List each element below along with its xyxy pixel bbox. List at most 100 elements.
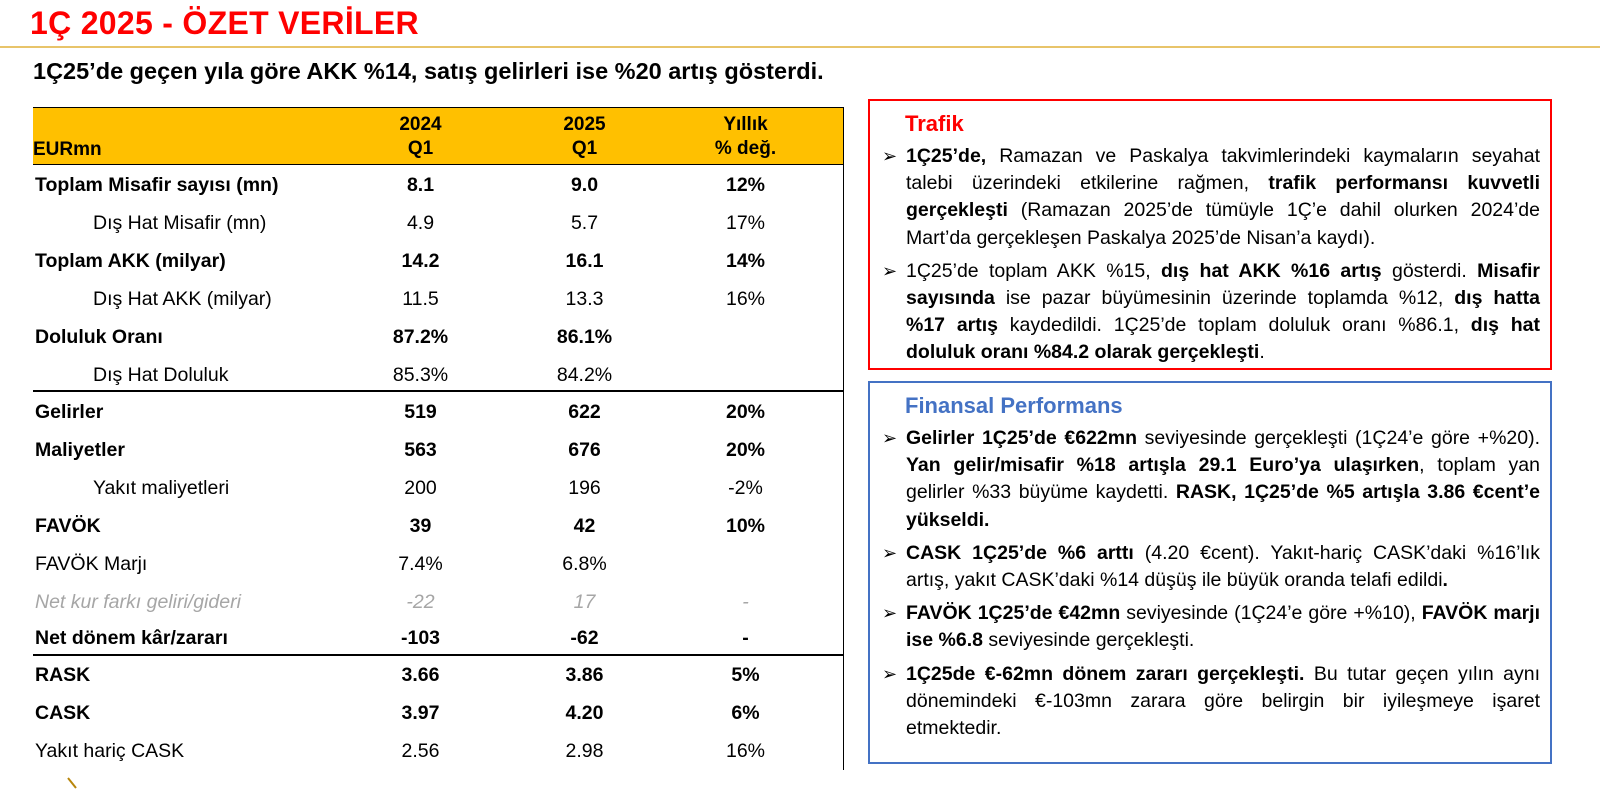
value-change: 20%	[725, 439, 766, 461]
row-label: FAVÖK Marjı	[35, 553, 148, 575]
bullet-text: .	[1259, 341, 1265, 364]
value-2025: 13.3	[565, 288, 604, 310]
summary-table: EURmn 2024 Q1 2025 Q1 Yıllık % değ. Topl…	[33, 107, 844, 770]
bullet-item: ➢ Gelirler 1Ç25’de €622mn seviyesinde ger…	[882, 425, 1540, 534]
value-change	[688, 318, 803, 356]
value-2024: -103	[400, 627, 441, 649]
section-divider	[33, 654, 843, 656]
bullet-text-bold: CASK 1Ç25’de %6 arttı	[906, 541, 1134, 564]
value-change	[688, 356, 803, 394]
bullet-text: , toplam yan gelirler %33 büyüme kaydett…	[906, 454, 1540, 504]
bullet-text-bold: FAVÖK marjı ise %6.8	[906, 602, 1540, 652]
bullet-text-bold: .	[1442, 569, 1448, 592]
value-2024: 7.4%	[398, 553, 443, 575]
traffic-title: Trafik	[905, 111, 964, 136]
value-2024: 2.56	[401, 740, 440, 762]
col-2024-year: 2024	[399, 114, 442, 135]
bullet-text: kaydedildi. 1Ç25’de toplam doluluk oranı…	[998, 314, 1471, 337]
bullet-text-bold: 1Ç25’de,	[906, 145, 987, 167]
value-change: -	[742, 591, 749, 613]
value-2025: 4.20	[565, 702, 604, 724]
row-label: Doluluk Oranı	[35, 326, 163, 348]
col-2024-header: 2024 Q1	[363, 113, 478, 161]
value-2025: 84.2%	[556, 364, 613, 386]
bullet-text: Ramazan ve Paskalya takvimlerindeki kaym…	[906, 145, 1540, 195]
bullet-text: (Ramazan 2025’de tümüyle 1Ç’e dahil olur…	[906, 199, 1540, 249]
value-2024: 4.9	[406, 212, 435, 234]
value-2024: -22	[406, 591, 435, 613]
value-2025: -62	[570, 627, 599, 649]
decorative-arrow-icon	[67, 777, 77, 789]
traffic-box: Trafik ➢ 1Ç25’de, Ramazan ve Paskalya tak…	[868, 99, 1552, 370]
value-change: 5%	[731, 664, 760, 686]
value-change: -2%	[728, 477, 763, 499]
section-divider	[33, 390, 843, 392]
col-change-line1: Yıllık	[723, 114, 768, 135]
table-row: Gelirler 519 622 20%	[33, 393, 843, 431]
value-2025: 676	[568, 439, 601, 461]
arrow-bullet-icon: ➢	[882, 146, 898, 166]
bullet-text: Bu tutar geçen yılın aynı dönemindeki €-…	[906, 662, 1541, 740]
bullet-item: ➢ CASK 1Ç25’de %6 arttı (4.20 €cent). Yak…	[882, 540, 1540, 594]
col-2025-quarter: Q1	[571, 138, 598, 159]
table-row: Toplam AKK (milyar) 14.2 16.1 14%	[33, 242, 843, 280]
bullet-text: seviyesinde (1Ç24’e göre +%10),	[1120, 602, 1422, 625]
row-label: RASK	[35, 664, 91, 686]
row-label: Gelirler	[35, 401, 104, 423]
row-label: Net kur farkı geliri/gideri	[35, 591, 241, 613]
table-row: Dış Hat AKK (milyar) 11.5 13.3 16%	[33, 280, 843, 318]
bullet-text: gösterdi.	[1381, 259, 1478, 282]
value-2025: 86.1%	[556, 326, 613, 348]
value-2025: 6.8%	[562, 553, 607, 575]
value-2024: 3.66	[401, 664, 440, 686]
bullet-text: (4.20 €cent). Yakıt-hariç CASK’daki %16’…	[906, 541, 1540, 592]
value-change: 12%	[725, 174, 766, 196]
table-row: Dış Hat Doluluk 85.3% 84.2%	[33, 356, 843, 394]
value-2024: 87.2%	[392, 326, 449, 348]
value-2025: 16.1	[565, 250, 604, 272]
arrow-bullet-icon: ➢	[882, 428, 898, 448]
col-2025-header: 2025 Q1	[527, 113, 642, 161]
arrow-bullet-icon: ➢	[882, 603, 898, 624]
col-2025-year: 2025	[563, 114, 606, 135]
table-row: Net dönem kâr/zararı -103 -62 -	[33, 619, 843, 657]
bullet-text-bold: trafik performansı kuvvetli gerçekleşti	[906, 172, 1540, 222]
value-change: 17%	[725, 212, 766, 234]
bullet-item: ➢ 1Ç25’de toplam AKK %15, dış hat AKK %16…	[882, 258, 1540, 367]
value-2024: 519	[404, 401, 437, 423]
table-header: EURmn 2024 Q1 2025 Q1 Yıllık % değ.	[33, 107, 843, 165]
row-label: CASK	[35, 702, 91, 724]
table-row: Dış Hat Misafir (mn) 4.9 5.7 17%	[33, 204, 843, 242]
arrow-bullet-icon: ➢	[882, 260, 898, 281]
bullet-text-bold: RASK, 1Ç25’de %5 artışla 3.86 €cent’e yü…	[906, 481, 1541, 531]
value-change: 6%	[731, 702, 760, 724]
table-row: Net kur farkı geliri/gideri -22 17 -	[33, 583, 843, 621]
value-change: 16%	[725, 288, 766, 310]
value-2025: 196	[568, 477, 601, 499]
financial-bullets: ➢ Gelirler 1Ç25’de €622mn seviyesinde ger…	[882, 425, 1540, 748]
value-2024: 11.5	[402, 288, 439, 310]
col-change-line2: % değ.	[714, 138, 777, 159]
value-2025: 42	[573, 515, 596, 537]
table-row: Doluluk Oranı 87.2% 86.1%	[33, 318, 843, 356]
row-label: Toplam AKK (milyar)	[35, 250, 226, 272]
row-label: Dış Hat Doluluk	[93, 364, 229, 386]
financial-box: Finansal Performans ➢ Gelirler 1Ç25’de €6…	[868, 381, 1552, 764]
arrow-bullet-icon: ➢	[882, 542, 898, 563]
row-label: Maliyetler	[35, 439, 125, 461]
table-row: FAVÖK Marjı 7.4% 6.8%	[33, 545, 843, 583]
value-2025: 5.7	[570, 212, 599, 234]
bullet-text-bold: FAVÖK 1Ç25’de €42mn	[906, 602, 1121, 625]
value-2025: 3.86	[565, 664, 604, 686]
bullet-text: seviyesinde gerçekleşti.	[982, 629, 1195, 652]
table-row: Maliyetler 563 676 20%	[33, 431, 843, 469]
bullet-text: ise pazar büyümesinin üzerinde toplamda …	[994, 287, 1455, 310]
value-2024: 3.97	[401, 702, 440, 724]
row-label: Dış Hat Misafir (mn)	[93, 212, 267, 234]
value-2024: 14.2	[401, 250, 440, 272]
table-row: Toplam Misafir sayısı (mn) 8.1 9.0 12%	[33, 166, 843, 204]
value-2024: 200	[404, 477, 437, 499]
arrow-bullet-icon: ➢	[882, 663, 898, 684]
traffic-bullets: ➢ 1Ç25’de, Ramazan ve Paskalya takvimleri…	[882, 143, 1540, 373]
table-row: CASK 3.97 4.20 6%	[33, 694, 843, 732]
